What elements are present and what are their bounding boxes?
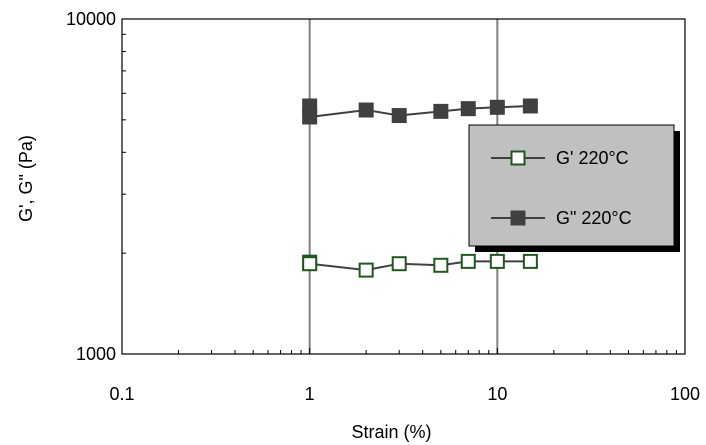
y-axis-title: G', G" (Pa) — [16, 135, 36, 222]
legend-marker — [510, 210, 526, 226]
tick-labels: 0.1 1 10 100 1000 10000 — [66, 9, 700, 404]
legend-marker — [510, 150, 526, 166]
data-point — [391, 108, 407, 124]
data-point — [460, 253, 476, 269]
data-point — [489, 253, 505, 269]
legend-label: G" 220°C — [556, 208, 632, 228]
axis-ticks — [121, 18, 686, 355]
y-tick-label: 10000 — [66, 9, 116, 29]
data-point — [302, 109, 318, 125]
series-1 — [302, 253, 538, 278]
x-tick-label: 100 — [670, 384, 700, 404]
legend-box — [468, 124, 675, 247]
plot-area — [121, 18, 686, 355]
data-point — [302, 256, 318, 272]
data-point — [522, 253, 538, 269]
y-tick-label: 1000 — [76, 344, 116, 364]
data-point — [522, 98, 538, 114]
x-tick-label: 10 — [487, 384, 507, 404]
legend-label: G' 220°C — [556, 148, 629, 168]
data-point — [460, 101, 476, 117]
data-point — [489, 99, 505, 115]
data-point — [433, 103, 449, 119]
x-tick-label: 0.1 — [109, 384, 134, 404]
x-tick-label: 1 — [305, 384, 315, 404]
data-point — [433, 257, 449, 273]
data-point — [358, 262, 374, 278]
legend: G' 220°C G" 220°C — [468, 124, 680, 252]
series-layer — [302, 98, 538, 278]
x-axis-title: Strain (%) — [351, 422, 431, 442]
data-point — [358, 102, 374, 118]
data-point — [391, 256, 407, 272]
series-2 — [302, 98, 538, 125]
